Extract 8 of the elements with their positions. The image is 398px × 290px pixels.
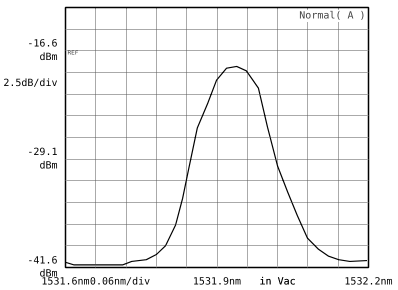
- y-tick-label: -16.6 dBm: [27, 38, 58, 63]
- x-tick-label: 1532.2nm: [344, 276, 393, 288]
- x-tick-label: 1531.9nm: [192, 276, 242, 288]
- y-tick-label: -29.1 dBm: [27, 147, 58, 172]
- annotation: Normal( A ): [299, 10, 366, 22]
- text: in Vac: [260, 276, 296, 288]
- y-axis-title: 2.5dB/div: [3, 78, 58, 89]
- x-axis-title: 0.06nm/div: [90, 276, 150, 288]
